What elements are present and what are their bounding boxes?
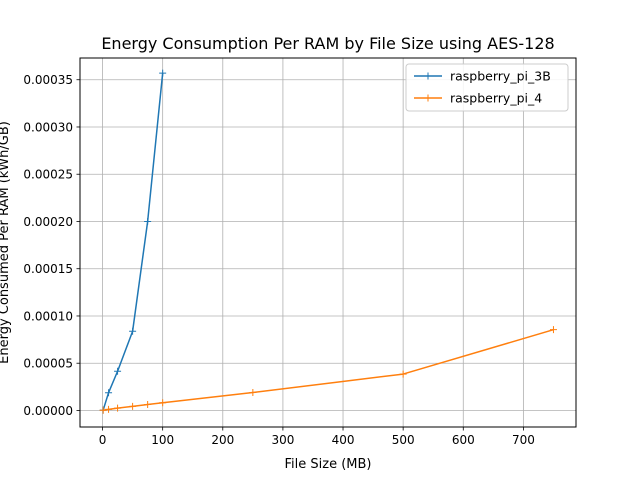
y-tick-label: 0.00000 xyxy=(23,404,73,418)
data-point-marker xyxy=(114,367,122,375)
y-tick-label: 0.00015 xyxy=(23,262,73,276)
x-tick-label: 500 xyxy=(392,433,415,447)
data-point-marker xyxy=(105,389,113,397)
y-tick-label: 0.00025 xyxy=(23,168,73,182)
x-axis-label: File Size (MB) xyxy=(285,457,372,472)
data-point-marker xyxy=(549,326,557,334)
data-point-marker xyxy=(99,406,107,414)
data-point-marker xyxy=(144,217,152,225)
series-raspberry_pi_4 xyxy=(99,326,557,414)
legend-entry: raspberry_pi_4 xyxy=(414,91,542,106)
x-tick-label: 300 xyxy=(271,433,294,447)
legend-entry: raspberry_pi_3B xyxy=(414,69,551,84)
legend-marker-swatch xyxy=(424,72,432,80)
data-point-marker xyxy=(105,405,113,413)
data-point-marker xyxy=(129,327,137,335)
legend-label: raspberry_pi_3B xyxy=(450,69,551,84)
x-tick-label: 0 xyxy=(99,433,107,447)
plot-frame xyxy=(79,57,577,428)
series-line xyxy=(102,73,164,411)
chart-title: Energy Consumption Per RAM by File Size … xyxy=(101,34,554,53)
y-tick-label: 0.00035 xyxy=(23,73,73,87)
plot-area xyxy=(80,58,576,427)
legend-marker-swatch xyxy=(424,94,432,102)
x-tick-label: 200 xyxy=(211,433,234,447)
series-layer xyxy=(99,69,557,414)
x-tick-label: 400 xyxy=(332,433,355,447)
data-point-marker xyxy=(159,399,167,407)
x-axis-ticks: 0 100 200 300 400 500 600 700 xyxy=(99,427,535,447)
y-tick-label: 0.00030 xyxy=(23,120,73,134)
x-tick-label: 100 xyxy=(151,433,174,447)
data-point-marker xyxy=(159,69,167,77)
legend-box xyxy=(405,63,569,112)
x-tick-label: 700 xyxy=(512,433,535,447)
data-point-marker xyxy=(114,404,122,412)
data-point-marker xyxy=(399,370,407,378)
legend-label: raspberry_pi_4 xyxy=(450,91,542,106)
data-point-marker xyxy=(144,401,152,409)
legend: raspberry_pi_3B raspberry_pi_4 xyxy=(405,63,569,112)
x-tick-label: 600 xyxy=(452,433,475,447)
data-point-marker xyxy=(249,389,257,397)
y-tick-label: 0.00010 xyxy=(23,309,73,323)
y-axis-ticks: 0.00000 0.00005 0.00010 0.00015 0.00020 0.000… xyxy=(23,73,80,418)
y-tick-label: 0.00020 xyxy=(23,215,73,229)
data-point-marker xyxy=(129,402,137,410)
y-tick-label: 0.00005 xyxy=(23,357,73,371)
grid-lines xyxy=(80,58,576,427)
y-axis-label: Energy Consumed Per RAM (kWh/GB) xyxy=(0,121,12,364)
